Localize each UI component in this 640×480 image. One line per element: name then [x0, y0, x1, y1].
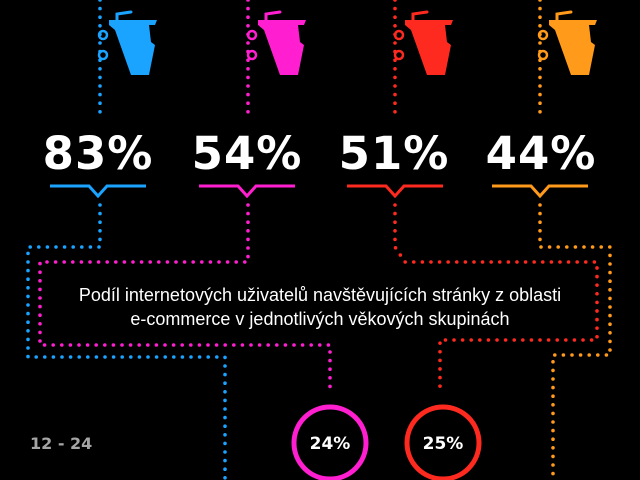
- age-group-label: 12 - 24: [30, 434, 93, 453]
- value-underline-4: [492, 184, 588, 199]
- shopping-bag-on-hook-icon: [537, 10, 597, 75]
- value-label-3: 51%: [338, 127, 450, 180]
- value-underline-3: [347, 184, 443, 199]
- circle-value-2: 25%: [422, 434, 464, 454]
- value-label-2: 54%: [191, 127, 303, 180]
- dotted-connector-6: [393, 203, 599, 395]
- value-label-4: 44%: [485, 127, 597, 180]
- dotted-connector-4: [38, 203, 332, 395]
- shopping-bag-on-hook-icon: [97, 10, 157, 75]
- shopping-bag-on-hook-icon: [393, 10, 453, 75]
- shopping-bag-on-hook-icon: [246, 10, 306, 75]
- value-circle-2: [404, 404, 482, 480]
- value-circle-1: [291, 404, 369, 480]
- value-underline-1: [50, 184, 146, 199]
- value-underline-2: [199, 184, 295, 199]
- chart-caption: Podíl internetových uživatelů navštěvují…: [40, 283, 600, 331]
- dotted-connector-2: [26, 203, 227, 480]
- caption-line-1: Podíl internetových uživatelů navštěvují…: [78, 285, 562, 305]
- circle-value-1: 24%: [309, 434, 351, 454]
- caption-line-2: e-commerce v jednotlivých věkových skupi…: [130, 309, 510, 329]
- dotted-connector-8: [538, 203, 612, 480]
- value-label-1: 83%: [42, 127, 154, 180]
